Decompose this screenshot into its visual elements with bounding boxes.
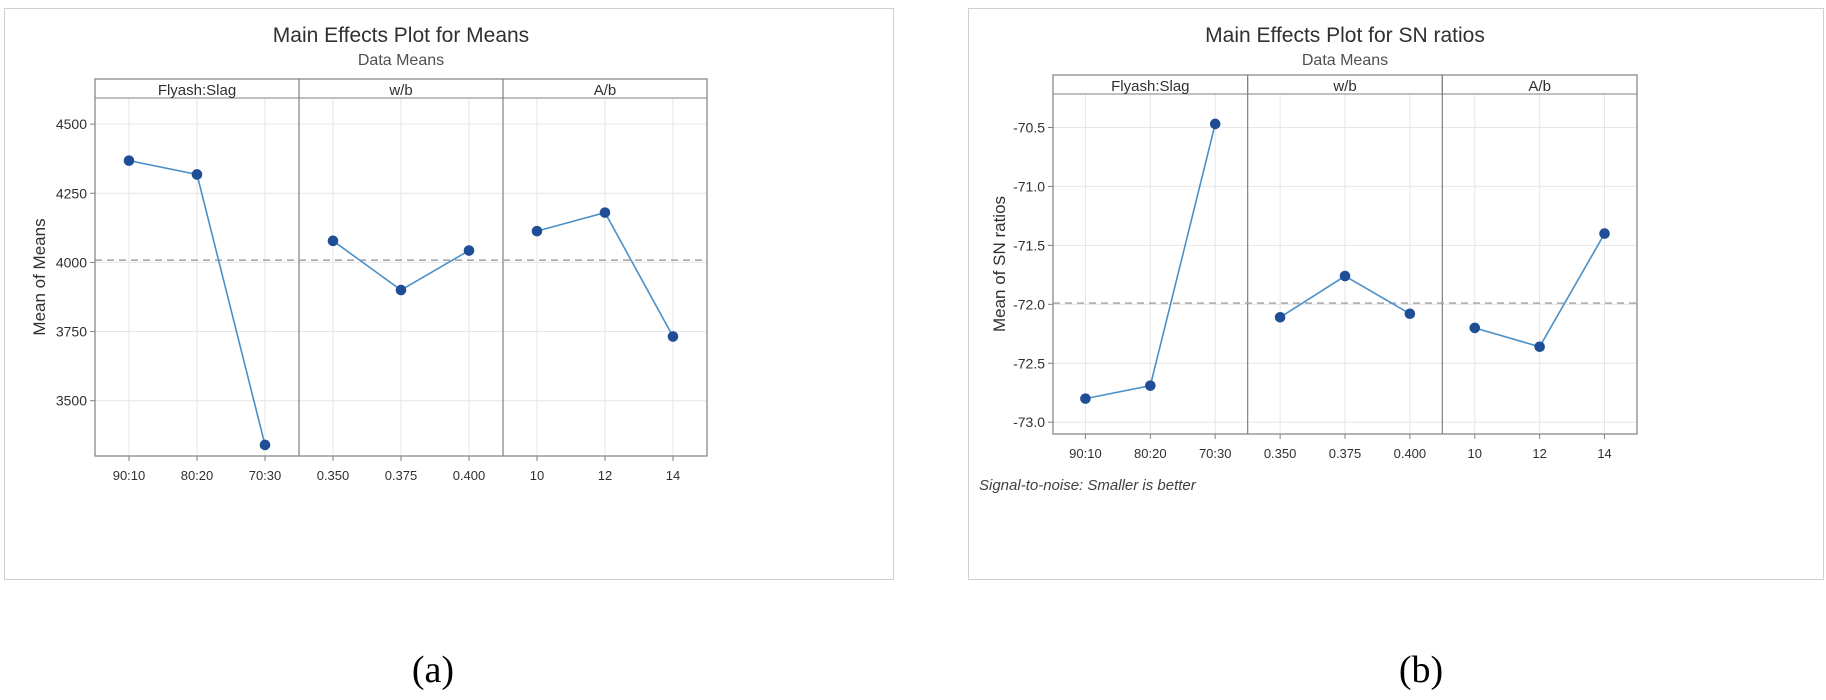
x-tick-label: 80:20 — [1134, 446, 1167, 461]
chart-title: Main Effects Plot for SN ratios — [1205, 24, 1485, 47]
x-tick-label: 10 — [1468, 446, 1482, 461]
panel-factor-label: A/b — [1528, 78, 1551, 95]
means-chart: Main Effects Plot for Means Data Means 350… — [4, 8, 894, 580]
sn-ratios-chart-svg: Main Effects Plot for SN ratios Data Mean… — [979, 24, 1638, 494]
y-tick-label: 4250 — [56, 185, 87, 201]
x-tick-label: 0.350 — [317, 468, 350, 483]
y-tick-label: -70.5 — [1013, 119, 1045, 135]
data-point — [1339, 270, 1351, 282]
x-tick-label: 14 — [1597, 446, 1611, 461]
y-tick-label: -71.0 — [1013, 178, 1045, 194]
y-tick-label: -72.0 — [1013, 296, 1045, 312]
plot-frame — [1052, 74, 1638, 435]
chart-title: Main Effects Plot for Means — [273, 24, 529, 47]
data-point — [327, 235, 339, 247]
y-axis-label: Mean of SN ratios — [990, 196, 1009, 332]
x-tick-label: 0.400 — [453, 468, 486, 483]
y-tick-label: -73.0 — [1013, 414, 1045, 430]
x-tick-label: 10 — [530, 468, 544, 483]
x-tick-label: 0.350 — [1264, 446, 1297, 461]
x-tick-label: 0.375 — [1329, 446, 1362, 461]
y-tick-label: -71.5 — [1013, 237, 1045, 253]
data-point — [1080, 393, 1091, 404]
x-tick-label: 90:10 — [113, 468, 146, 483]
data-point — [1274, 311, 1286, 323]
data-point — [1534, 341, 1545, 353]
chart-subtitle: Data Means — [358, 52, 444, 69]
x-tick-label: 12 — [598, 468, 612, 483]
x-tick-label: 12 — [1532, 446, 1546, 461]
y-tick-label: 3750 — [56, 324, 87, 340]
means-chart-svg: Main Effects Plot for Means Data Means 350… — [30, 24, 708, 483]
x-tick-label: 70:30 — [1199, 446, 1232, 461]
data-point — [1145, 380, 1156, 391]
plot-frame — [94, 78, 708, 457]
y-tick-label: -72.5 — [1013, 355, 1045, 371]
x-tick-label: 80:20 — [181, 468, 214, 483]
chart-subtitle: Data Means — [1302, 52, 1388, 69]
caption-b: (b) — [1398, 649, 1444, 691]
y-tick-label: 4000 — [56, 254, 87, 270]
data-point — [395, 284, 407, 296]
data-point — [1404, 308, 1416, 320]
x-tick-label: 14 — [666, 468, 680, 483]
data-point — [463, 245, 475, 256]
panel-factor-label: Flyash:Slag — [158, 82, 236, 99]
y-axis-label: Mean of Means — [30, 218, 49, 335]
data-point — [1599, 228, 1610, 239]
data-point — [667, 331, 679, 342]
y-tick-label: 3500 — [56, 393, 87, 409]
x-tick-label: 70:30 — [249, 468, 282, 483]
x-tick-label: 0.375 — [385, 468, 418, 483]
panel-factor-label: w/b — [388, 82, 412, 99]
chart-footnote: Signal-to-noise: Smaller is better — [979, 477, 1197, 494]
data-point — [599, 207, 611, 218]
panel-factor-label: A/b — [594, 82, 617, 99]
y-tick-label: 4500 — [56, 116, 87, 132]
data-point — [259, 439, 271, 451]
caption-a: (a) — [411, 649, 455, 691]
data-point — [191, 169, 203, 180]
data-point — [123, 155, 135, 166]
x-tick-label: 0.400 — [1394, 446, 1427, 461]
data-point — [1469, 322, 1481, 334]
x-tick-label: 90:10 — [1069, 446, 1102, 461]
data-point — [1209, 118, 1221, 130]
panel-factor-label: Flyash:Slag — [1111, 78, 1189, 95]
sn-ratios-chart: Main Effects Plot for SN ratios Data Mean… — [968, 8, 1824, 580]
panel-factor-label: w/b — [1332, 78, 1356, 95]
data-point — [531, 225, 543, 237]
